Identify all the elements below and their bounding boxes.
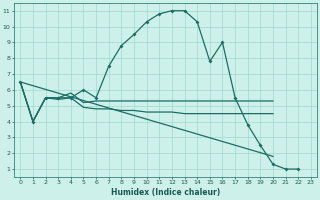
X-axis label: Humidex (Indice chaleur): Humidex (Indice chaleur) [111, 188, 220, 197]
